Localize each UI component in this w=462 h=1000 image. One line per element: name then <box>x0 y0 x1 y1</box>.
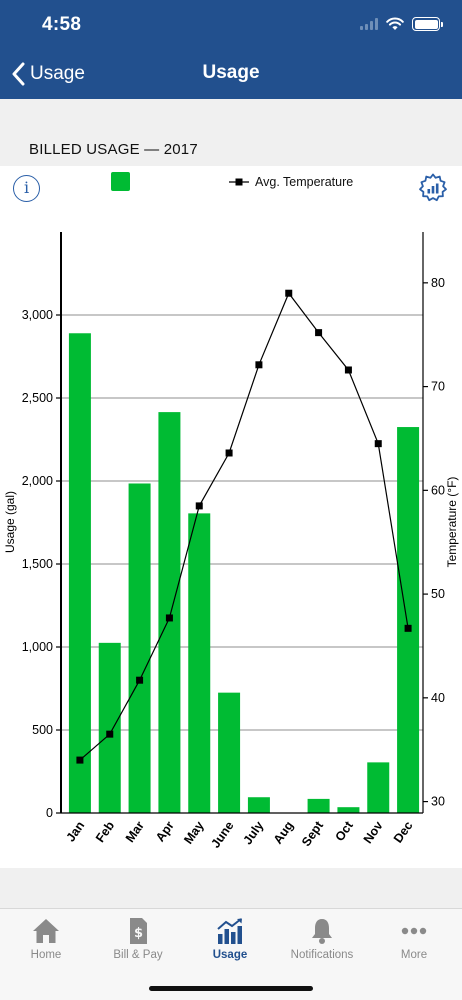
temperature-point <box>255 361 263 369</box>
x-axis-tick-label: Apr <box>153 819 177 845</box>
bill-icon: $ <box>130 918 147 944</box>
usage-bar <box>98 642 121 813</box>
temperature-point <box>344 366 352 374</box>
status-time: 4:58 <box>42 14 82 35</box>
temperature-point <box>374 440 382 448</box>
right-axis-tick-label: 70 <box>431 380 445 394</box>
tab-more-label: More <box>400 949 428 961</box>
chevron-left-icon <box>12 62 25 86</box>
chart-settings-gear-icon <box>419 173 447 202</box>
temperature-point <box>225 449 233 457</box>
status-icons <box>360 14 443 34</box>
usage-bar <box>218 692 241 813</box>
usage-bar <box>307 798 330 813</box>
usage-bar <box>128 483 151 813</box>
usage-legend-swatch <box>111 172 130 191</box>
usage-icon <box>217 918 242 944</box>
x-axis-tick-label: Feb <box>93 818 117 845</box>
tab-usage-label: Usage <box>212 949 248 961</box>
home-icon <box>33 919 59 943</box>
x-axis-tick-label: Sept <box>299 818 326 849</box>
temperature-point <box>136 676 144 684</box>
temperature-point <box>76 756 84 764</box>
right-axis-tick-label: 50 <box>431 587 445 601</box>
back-button[interactable]: Usage <box>12 60 85 88</box>
temperature-point <box>195 502 203 510</box>
temperature-legend: Avg. Temperature <box>229 173 353 191</box>
usage-bar <box>367 762 390 813</box>
right-axis-tick-label: 40 <box>431 691 445 705</box>
more-icon <box>401 927 427 935</box>
temperature-point <box>165 614 173 622</box>
wifi-icon <box>386 17 404 30</box>
section-header <box>0 99 462 166</box>
usage-bar <box>397 427 420 813</box>
section-title: BILLED USAGE — 2017 <box>29 141 198 158</box>
grid-lines <box>61 314 423 731</box>
line-marker-icon <box>229 178 249 186</box>
tab-bill-pay[interactable]: $ Bill & Pay <box>92 917 184 973</box>
y-axis-title-right: Temperature (°F) <box>445 477 459 568</box>
left-axis-tick-label: 1,000 <box>22 640 53 654</box>
svg-text:$: $ <box>134 926 143 941</box>
battery-icon <box>412 17 443 31</box>
tab-bar: Home $ Bill & Pay Usage Notifications <box>0 908 462 1000</box>
left-axis-tick-label: 1,500 <box>22 557 53 571</box>
page-title: Usage <box>202 62 260 83</box>
usage-bar <box>247 797 270 813</box>
tab-home-label: Home <box>30 949 62 961</box>
usage-bar <box>188 513 211 813</box>
bell-icon <box>312 919 332 944</box>
x-axis-tick-label: June <box>208 819 236 851</box>
info-button[interactable]: i <box>13 175 40 202</box>
usage-chart: 0 500 1,000 1,500 2,000 2,500 3,000 30 40 50 60 70 8… <box>3 232 459 851</box>
content-footer <box>0 868 462 908</box>
x-axis-tick-label: Jan <box>64 819 88 845</box>
chart-axes <box>60 232 424 814</box>
temperature-point <box>106 730 114 738</box>
x-axis-tick-label: July <box>241 819 267 848</box>
usage-bar <box>158 412 181 813</box>
tab-more[interactable]: More <box>368 917 460 973</box>
left-axis-tick-label: 500 <box>32 723 53 737</box>
left-axis-tick-label: 2,500 <box>22 391 53 405</box>
tab-notifications-label: Notifications <box>290 949 354 961</box>
temperature-line <box>76 289 412 764</box>
temperature-line-path <box>79 292 409 761</box>
usage-bar <box>337 807 360 813</box>
tab-notifications[interactable]: Notifications <box>276 917 368 973</box>
usage-bars <box>68 333 420 813</box>
temperature-point <box>404 624 412 632</box>
left-axis-tick-label: 0 <box>46 806 53 820</box>
left-axis-tick-label: 3,000 <box>22 308 53 322</box>
usage-bar <box>68 333 91 813</box>
chart-settings-button[interactable] <box>417 172 449 204</box>
tab-bill-pay-label: Bill & Pay <box>113 949 163 961</box>
y-axis-title-left: Usage (gal) <box>3 491 17 553</box>
x-axis-tick-label: Nov <box>361 819 386 846</box>
top-bar: 4:58 Usage Usage <box>0 0 462 99</box>
x-axis-tick-label: Aug <box>271 819 296 847</box>
right-axis-tick-label: 30 <box>431 795 445 809</box>
x-axis-tick-label: Mar <box>123 819 147 845</box>
temperature-point <box>285 289 293 297</box>
back-button-label: Usage <box>30 63 85 84</box>
temperature-legend-label: Avg. Temperature <box>255 175 354 189</box>
home-indicator <box>149 986 313 991</box>
temperature-point <box>315 329 323 337</box>
tab-usage[interactable]: Usage <box>184 917 276 973</box>
x-axis-tick-label: Oct <box>332 818 356 844</box>
x-axis-tick-label: May <box>181 819 206 847</box>
x-axis-tick-label: Dec <box>391 819 416 846</box>
tab-home[interactable]: Home <box>0 917 92 973</box>
right-axis-tick-label: 60 <box>431 483 445 497</box>
left-axis-tick-label: 2,000 <box>22 474 53 488</box>
cellular-signal-icon <box>360 18 378 30</box>
right-axis-tick-label: 80 <box>431 276 445 290</box>
